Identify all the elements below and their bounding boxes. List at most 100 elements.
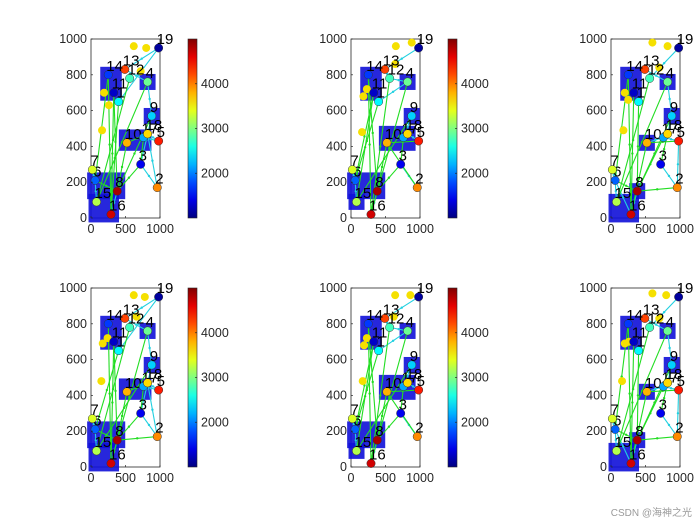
x-tick-label: 1000 [406,222,434,236]
y-tick-label: 400 [326,139,347,153]
colorbar-tick-label: 3000 [201,371,229,385]
yellow-point [648,38,657,47]
node-6 [350,424,360,434]
node-label-13: 13 [383,52,400,69]
node-2 [412,432,422,442]
node-6 [90,424,100,434]
y-tick-label: 1000 [579,281,607,295]
route-edge-cyan-arrow [667,423,671,427]
node-14 [623,70,633,80]
node-label-10: 10 [125,126,142,143]
route-edge-cyan-arrow [352,422,355,426]
x-tick-label: 1000 [146,222,174,236]
node-4 [663,326,673,336]
route-edge-cyan-arrow [151,408,154,411]
node-label-11: 11 [112,76,128,93]
route-edge-green-arrow [371,380,374,384]
node-4 [403,77,413,87]
route-edge-cyan-arrow [354,438,358,442]
node-11 [369,337,379,347]
yellow-point [389,312,398,321]
node-19 [154,292,164,302]
node-14 [363,70,373,80]
route-edge-cyan-arrow [668,346,671,350]
x-tick-label: 0 [88,471,95,485]
yellow-point [129,291,138,300]
route-edge-green-arrow [108,143,111,146]
node-5 [414,385,424,395]
route-edge-cyan-arrow [397,78,400,82]
node-label-10: 10 [385,375,402,392]
route-edge-cyan-arrow [94,189,98,193]
route-edge-cyan-arrow [352,173,355,177]
node-label-10: 10 [125,375,142,392]
route-edge-cyan-arrow [676,163,680,166]
route-edge-cyan-arrow [614,189,618,193]
yellow-point [391,291,400,300]
node-label-18: 18 [666,366,683,383]
route-edge-green-arrow [382,157,386,161]
node-2 [152,183,162,193]
route-edge-cyan-arrow [147,423,151,427]
y-tick-label: 600 [326,104,347,118]
route-edge-green-arrow [127,176,131,179]
node-8 [372,435,382,445]
yellow-point [140,292,149,301]
node-label-16: 16 [369,197,386,214]
node-label-8: 8 [115,174,123,191]
node-label-1: 1 [637,334,645,351]
y-tick-label: 400 [66,139,87,153]
node-label-12: 12 [128,310,145,327]
node-label-8: 8 [115,423,123,440]
node-label-5: 5 [677,124,685,141]
node-label-6: 6 [93,412,101,429]
node-label-5: 5 [157,124,165,141]
node-2 [672,183,682,193]
node-6 [350,175,360,185]
x-tick-label: 0 [608,471,615,485]
colorbar-tick-label: 4000 [461,77,489,91]
y-tick-label: 400 [586,139,607,153]
yellow-point [358,377,367,386]
node-label-4: 4 [146,65,154,82]
route-edge-cyan-arrow [140,306,143,309]
node-label-9: 9 [150,99,158,116]
yellow-point [655,314,664,323]
node-7 [607,165,617,175]
node-16 [106,458,116,468]
yellow-point [359,92,368,101]
node-label-14: 14 [366,58,383,75]
route-edge-cyan-arrow [668,372,671,376]
node-15 [352,446,361,456]
colorbar-tick-label: 4000 [461,326,489,340]
node-label-16: 16 [109,446,126,463]
node-label-7: 7 [90,402,98,419]
node-12 [125,73,135,83]
route-edge-cyan-arrow [654,323,658,326]
y-tick-label: 1000 [59,281,87,295]
route-edge-cyan-arrow [411,136,415,139]
node-11 [629,337,639,347]
route-edge-green-arrow [653,152,656,155]
y-tick-label: 0 [600,460,607,474]
node-label-19: 19 [417,31,434,48]
node-label-9: 9 [150,348,158,365]
y-tick-label: 400 [586,388,607,402]
node-label-2: 2 [415,171,423,188]
route-edge-green-arrow [380,165,384,169]
node-label-6: 6 [93,163,101,180]
route-edge-green-arrow [368,143,371,146]
x-tick-label: 1000 [406,471,434,485]
node-label-16: 16 [369,446,386,463]
node-9 [407,360,417,370]
node-label-2: 2 [415,420,423,437]
node-8 [632,435,642,445]
node-15 [612,197,621,207]
route-edge-cyan-arrow [149,387,153,390]
route-edge-cyan-arrow [151,159,154,162]
node-19 [414,43,424,53]
node-label-13: 13 [383,301,400,318]
colorbar-tick-label: 3000 [201,122,229,136]
